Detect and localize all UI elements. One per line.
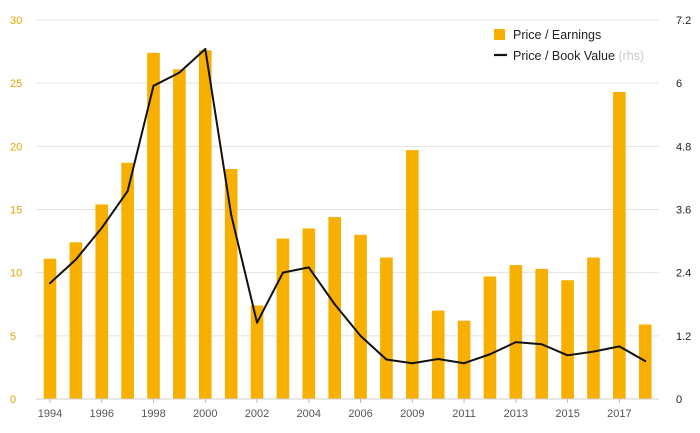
y-right-tick-label: 2.4 — [676, 268, 691, 280]
y-right-tick-label: 7.2 — [676, 15, 691, 27]
y-right-tick-label: 4.8 — [676, 141, 691, 153]
x-tick-label: 2017 — [607, 408, 631, 420]
pe-bar — [43, 258, 57, 399]
legend-bar-swatch — [494, 29, 505, 40]
legend-label-pb-name: Price / Book Value — [513, 49, 615, 63]
pe-bar — [173, 69, 186, 400]
axes: 0 5 10 15 20 25 30 0 1.2 2.4 3.6 4.8 6 7.2 1994 1996 199… — [10, 15, 691, 420]
pe-bar — [250, 305, 264, 399]
pe-bar — [354, 234, 367, 399]
pe-bar — [561, 280, 574, 399]
pb-line — [49, 47, 647, 365]
legend: Price / Earnings Price / Book Value (rhs… — [494, 28, 644, 63]
x-tick-label: 2004 — [297, 408, 321, 420]
y-left-tick-label: 30 — [10, 15, 22, 27]
y-right-tick-label: 6 — [676, 78, 682, 90]
x-tick-label: 2013 — [504, 408, 528, 420]
x-tick-label: 1994 — [38, 408, 62, 420]
x-tick-label: 2015 — [555, 408, 579, 420]
y-right-tick-label: 3.6 — [676, 205, 691, 217]
pe-bar — [613, 92, 626, 399]
x-tick-label: 2002 — [245, 408, 269, 420]
y-left-tick-label: 5 — [10, 331, 16, 343]
x-tick-label: 2009 — [400, 408, 424, 420]
x-tick-label: 2011 — [452, 408, 476, 420]
pe-bars — [43, 50, 652, 400]
legend-label-pe: Price / Earnings — [513, 28, 601, 42]
y-left-tick-label: 20 — [10, 141, 22, 153]
pe-bar — [95, 204, 109, 399]
pe-bar — [328, 217, 341, 399]
pe-bar — [69, 242, 83, 399]
pe-bar — [276, 238, 290, 399]
pe-bar — [302, 228, 316, 399]
x-tick-label: 1998 — [141, 408, 165, 420]
y-right-tick-label: 1.2 — [676, 331, 691, 343]
pb-line-series — [49, 47, 647, 365]
pe-bar — [483, 276, 497, 399]
legend-label-pb: Price / Book Value (rhs) — [513, 49, 644, 63]
pe-bar — [457, 320, 471, 399]
pe-bar — [380, 257, 393, 399]
pe-bar — [121, 162, 134, 399]
pe-bar — [509, 265, 523, 399]
y-left-tick-label: 25 — [10, 78, 22, 90]
x-tick-label: 2006 — [348, 408, 372, 420]
legend-label-pb-suffix: (rhs) — [618, 49, 644, 63]
pe-bar — [198, 50, 212, 399]
x-tick-label: 2000 — [193, 408, 217, 420]
pe-bar — [431, 310, 445, 399]
y-right-tick-label: 0 — [676, 394, 682, 406]
pe-bar — [147, 52, 160, 399]
gridlines — [36, 19, 659, 337]
pe-bar — [535, 268, 549, 399]
pe-bar — [587, 257, 600, 399]
x-tick-label: 1996 — [90, 408, 114, 420]
y-left-tick-label: 15 — [10, 205, 22, 217]
pe-bar — [406, 150, 419, 399]
y-left-tick-label: 10 — [10, 268, 22, 280]
y-left-tick-label: 0 — [10, 394, 16, 406]
pe-bar — [224, 169, 238, 399]
